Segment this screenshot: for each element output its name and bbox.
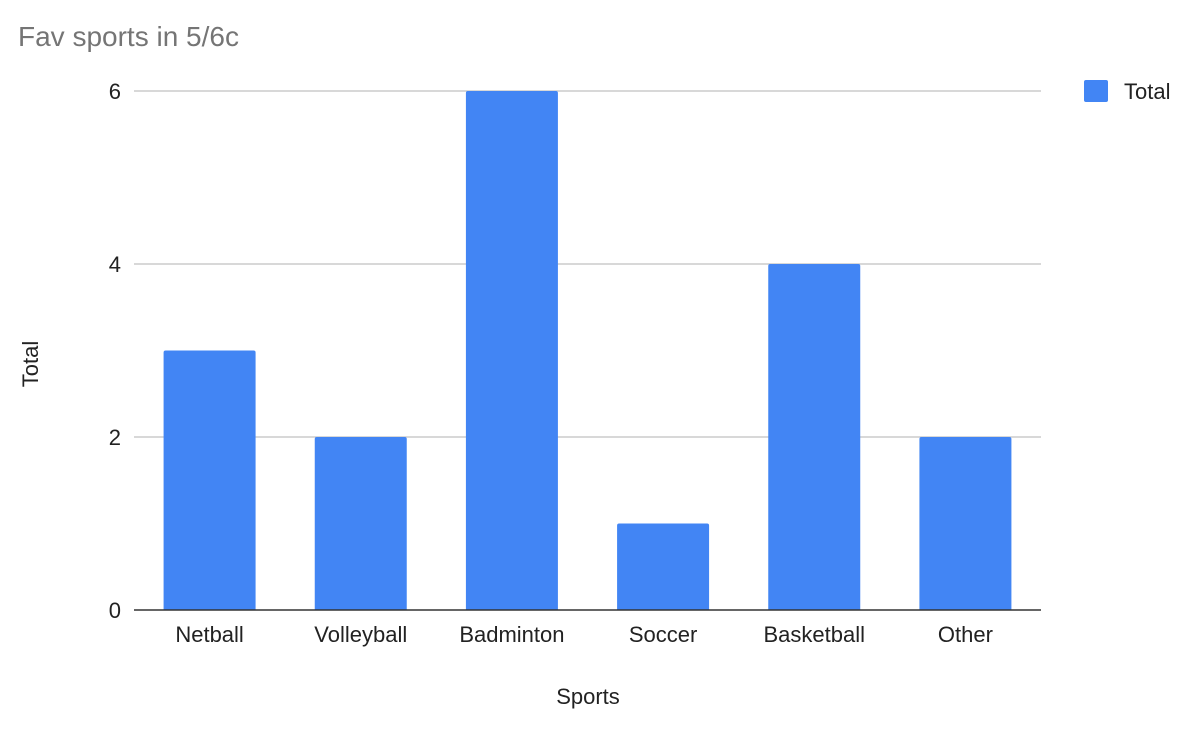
y-axis-title: Total [18,341,43,387]
bars [163,91,1012,610]
gridlines [134,90,1041,438]
y-axis-tick-labels: 0 2 4 6 [109,79,121,623]
x-tick-label: Badminton [459,622,564,647]
bar-basketball [768,264,861,610]
bar-other [919,437,1012,610]
y-tick-label: 4 [109,252,121,277]
x-tick-label: Soccer [629,622,697,647]
legend-label: Total [1124,79,1170,104]
legend: Total [1084,79,1170,104]
y-tick-label: 2 [109,425,121,450]
x-tick-label: Netball [175,622,243,647]
x-tick-label: Basketball [763,622,865,647]
bar-volleyball [314,437,407,610]
y-tick-label: 0 [109,598,121,623]
bar-badminton [465,91,558,610]
bar-netball [163,350,256,610]
bar-soccer [617,523,710,610]
x-axis-title: Sports [556,684,620,709]
chart-title: Fav sports in 5/6c [18,21,239,52]
x-tick-label: Volleyball [314,622,407,647]
x-axis-tick-labels: Netball Volleyball Badminton Soccer Basketba… [175,622,993,647]
x-tick-label: Other [938,622,993,647]
y-tick-label: 6 [109,79,121,104]
legend-swatch [1084,80,1108,102]
